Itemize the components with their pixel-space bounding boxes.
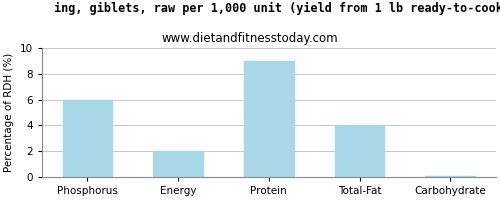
Text: www.dietandfitnesstoday.com: www.dietandfitnesstoday.com [162,32,338,45]
Bar [244,61,294,177]
Bar [62,100,112,177]
Y-axis label: Percentage of RDH (%): Percentage of RDH (%) [4,53,14,172]
Bar [426,176,475,177]
Bar [334,125,384,177]
Text: ing, giblets, raw per 1,000 unit (yield from 1 lb ready-to-cook chicken): ing, giblets, raw per 1,000 unit (yield … [54,2,500,15]
Bar [153,151,203,177]
